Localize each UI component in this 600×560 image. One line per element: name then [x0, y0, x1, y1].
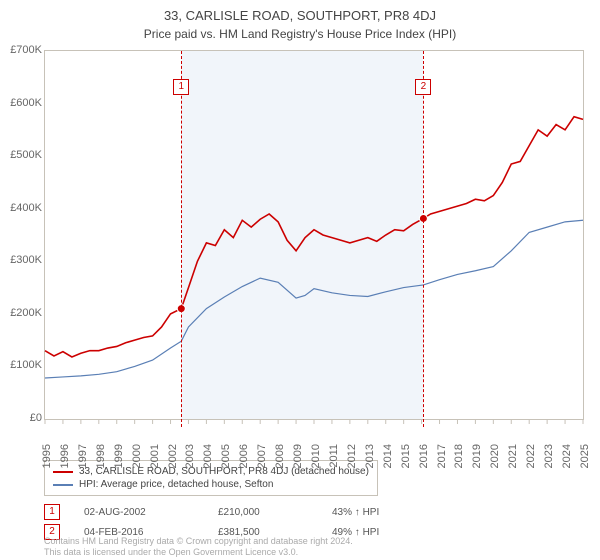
x-tick-label: 2012 — [346, 444, 358, 484]
plot-svg — [45, 51, 583, 419]
y-tick-label: £0 — [2, 412, 42, 424]
sale-marker-badge: 1 — [173, 79, 189, 95]
x-tick-label: 2013 — [364, 444, 376, 484]
y-tick-label: £100K — [2, 359, 42, 371]
x-tick-label: 2014 — [382, 444, 394, 484]
page-subtitle: Price paid vs. HM Land Registry's House … — [0, 23, 600, 41]
x-tick-label: 2004 — [202, 444, 214, 484]
x-tick-label: 2016 — [418, 444, 430, 484]
y-tick-label: £600K — [2, 97, 42, 109]
footer-line-2: This data is licensed under the Open Gov… — [44, 547, 353, 558]
x-tick-label: 2005 — [220, 444, 232, 484]
sale-marker-line — [181, 51, 182, 427]
price-chart: 12 — [44, 50, 584, 420]
x-tick-label: 2023 — [543, 444, 555, 484]
x-tick-label: 2022 — [525, 444, 537, 484]
x-tick-label: 2025 — [579, 444, 591, 484]
x-tick-label: 2020 — [489, 444, 501, 484]
sale-marker-line — [423, 51, 424, 427]
series-line — [45, 117, 583, 357]
y-tick-label: £500K — [2, 149, 42, 161]
y-tick-label: £700K — [2, 44, 42, 56]
x-tick-label: 2010 — [310, 444, 322, 484]
x-tick-label: 2018 — [453, 444, 465, 484]
sale-delta: 43% ↑ HPI — [332, 507, 379, 518]
x-tick-label: 1997 — [77, 444, 89, 484]
y-tick-label: £300K — [2, 254, 42, 266]
x-tick-label: 2003 — [184, 444, 196, 484]
x-tick-label: 1998 — [95, 444, 107, 484]
x-tick-label: 2002 — [167, 444, 179, 484]
x-tick-label: 2011 — [328, 444, 340, 484]
x-tick-label: 1995 — [41, 444, 53, 484]
y-tick-label: £200K — [2, 307, 42, 319]
series-line — [45, 220, 583, 378]
x-tick-label: 2019 — [471, 444, 483, 484]
y-tick-label: £400K — [2, 202, 42, 214]
footer-line-1: Contains HM Land Registry data © Crown c… — [44, 536, 353, 547]
x-tick-label: 2006 — [238, 444, 250, 484]
sale-row-marker: 1 — [44, 504, 60, 520]
x-tick-label: 2008 — [274, 444, 286, 484]
x-tick-label: 2001 — [149, 444, 161, 484]
page-title: 33, CARLISLE ROAD, SOUTHPORT, PR8 4DJ — [0, 0, 600, 23]
x-tick-label: 2015 — [400, 444, 412, 484]
x-tick-label: 1999 — [113, 444, 125, 484]
x-tick-label: 2024 — [561, 444, 573, 484]
x-tick-label: 2000 — [131, 444, 143, 484]
chart-container: 33, CARLISLE ROAD, SOUTHPORT, PR8 4DJ Pr… — [0, 0, 600, 560]
x-tick-label: 2017 — [436, 444, 448, 484]
x-tick-label: 2007 — [256, 444, 268, 484]
x-tick-label: 1996 — [59, 444, 71, 484]
x-tick-label: 2009 — [292, 444, 304, 484]
x-tick-label: 2021 — [507, 444, 519, 484]
sale-marker-badge: 2 — [415, 79, 431, 95]
sale-price: £210,000 — [218, 507, 308, 518]
sale-row: 1 02-AUG-2002 £210,000 43% ↑ HPI — [44, 502, 379, 522]
footer-attribution: Contains HM Land Registry data © Crown c… — [44, 536, 353, 558]
sale-date: 02-AUG-2002 — [84, 507, 194, 518]
